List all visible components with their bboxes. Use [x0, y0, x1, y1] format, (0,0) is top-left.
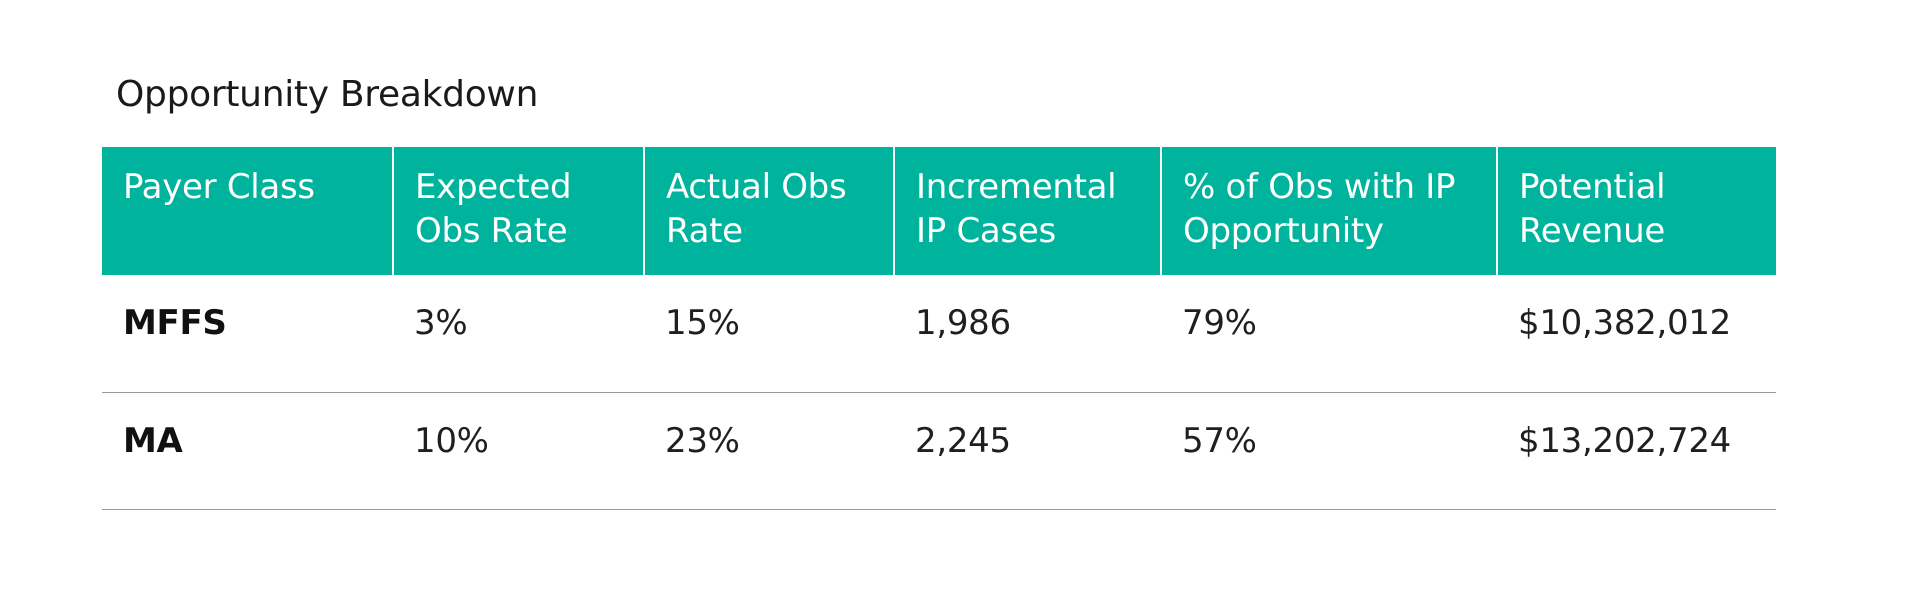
- expected-obs-rate-cell: 10%: [393, 392, 644, 510]
- header-line: Revenue: [1519, 211, 1665, 251]
- table-header-row: Payer Class Expected Obs Rate Actual Obs…: [102, 147, 1776, 275]
- header-line: IP Cases: [916, 211, 1056, 251]
- header-potential-revenue: Potential Revenue: [1496, 147, 1776, 275]
- header-line: Potential: [1519, 167, 1666, 207]
- incremental-ip-cases-cell: 2,245: [894, 392, 1161, 510]
- header-expected-obs-rate: Expected Obs Rate: [392, 147, 644, 275]
- opportunity-table: Payer Class Expected Obs Rate Actual Obs…: [102, 147, 1776, 510]
- actual-obs-rate-cell: 23%: [644, 392, 894, 510]
- table-row: MFFS 3% 15% 1,986 79% $10,382,012: [102, 275, 1776, 393]
- header-line: Payer Class: [123, 167, 315, 207]
- header-incremental-ip-cases: Incremental IP Cases: [893, 147, 1161, 275]
- header-line: Rate: [666, 211, 743, 251]
- page-title: Opportunity Breakdown: [116, 74, 539, 115]
- potential-revenue-cell: $10,382,012: [1497, 275, 1776, 393]
- header-line: Incremental: [916, 167, 1117, 207]
- header-actual-obs-rate: Actual Obs Rate: [643, 147, 894, 275]
- header-line: Obs Rate: [415, 211, 568, 251]
- actual-obs-rate-cell: 15%: [644, 275, 894, 393]
- payer-class-cell: MFFS: [102, 275, 393, 393]
- pct-obs-ip-opportunity-cell: 57%: [1161, 392, 1497, 510]
- expected-obs-rate-cell: 3%: [393, 275, 644, 393]
- payer-class-cell: MA: [102, 392, 393, 510]
- header-payer-class: Payer Class: [102, 147, 393, 275]
- header-line: Expected: [415, 167, 572, 207]
- header-line: Actual Obs: [666, 167, 847, 207]
- table-row: MA 10% 23% 2,245 57% $13,202,724: [102, 392, 1776, 510]
- header-line: Opportunity: [1183, 211, 1384, 251]
- pct-obs-ip-opportunity-cell: 79%: [1161, 275, 1497, 393]
- header-pct-obs-ip-opportunity: % of Obs with IP Opportunity: [1160, 147, 1497, 275]
- header-line: % of Obs with IP: [1183, 167, 1456, 207]
- incremental-ip-cases-cell: 1,986: [894, 275, 1161, 393]
- potential-revenue-cell: $13,202,724: [1497, 392, 1776, 510]
